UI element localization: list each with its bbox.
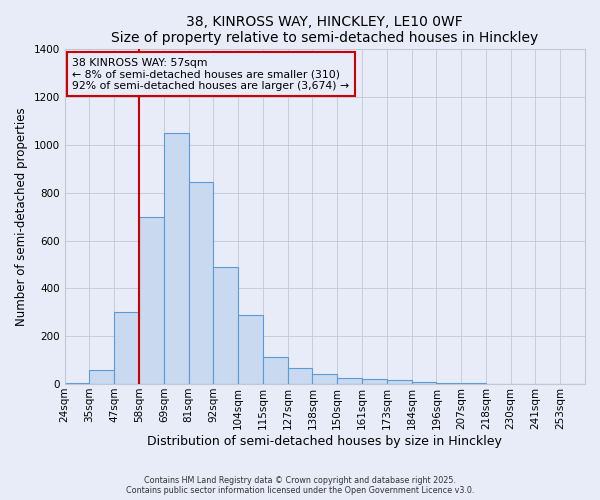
Bar [89, 370, 114, 384]
Bar [164, 133, 188, 384]
Text: Contains HM Land Registry data © Crown copyright and database right 2025.
Contai: Contains HM Land Registry data © Crown c… [126, 476, 474, 495]
Bar [139, 216, 164, 384]
Y-axis label: Number of semi-detached properties: Number of semi-detached properties [15, 108, 28, 326]
Bar [337, 378, 362, 384]
Bar [65, 383, 89, 384]
Bar [188, 182, 214, 384]
Bar [114, 312, 139, 384]
Title: 38, KINROSS WAY, HINCKLEY, LE10 0WF
Size of property relative to semi-detached h: 38, KINROSS WAY, HINCKLEY, LE10 0WF Size… [111, 15, 538, 45]
Bar [387, 380, 412, 384]
Bar [313, 374, 337, 384]
Bar [412, 382, 436, 384]
Bar [263, 356, 287, 384]
X-axis label: Distribution of semi-detached houses by size in Hinckley: Distribution of semi-detached houses by … [148, 434, 502, 448]
Text: 38 KINROSS WAY: 57sqm
← 8% of semi-detached houses are smaller (310)
92% of semi: 38 KINROSS WAY: 57sqm ← 8% of semi-detac… [73, 58, 350, 90]
Bar [214, 267, 238, 384]
Bar [436, 383, 461, 384]
Bar [287, 368, 313, 384]
Bar [238, 314, 263, 384]
Bar [362, 380, 387, 384]
